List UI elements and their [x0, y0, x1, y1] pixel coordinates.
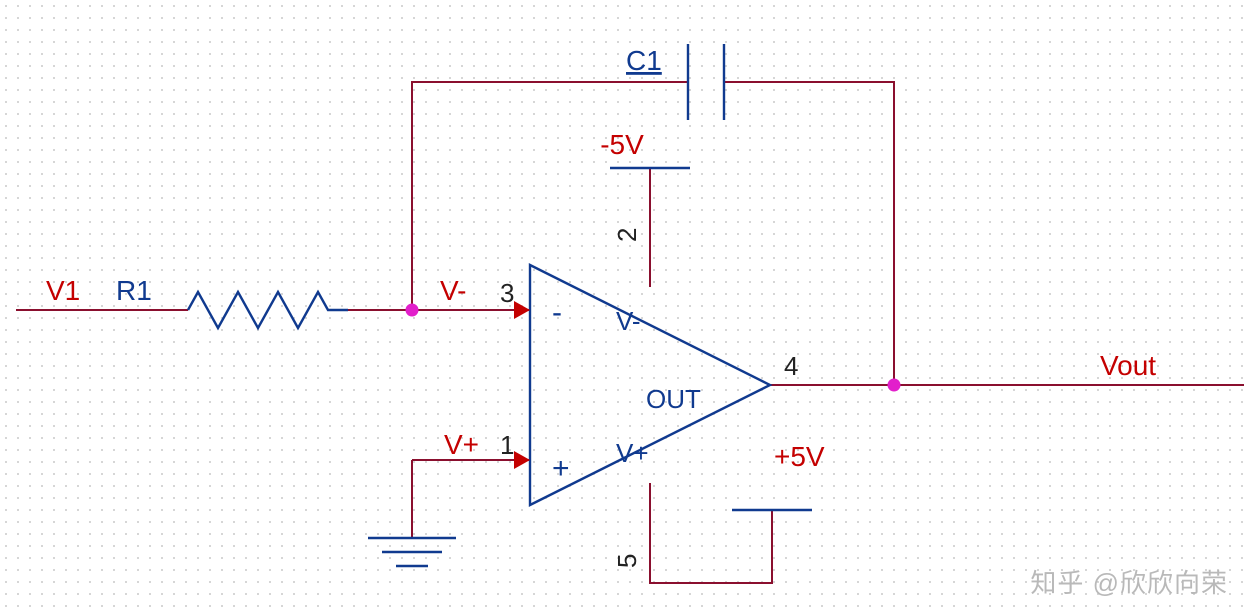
net-label-v1: V1: [46, 275, 80, 306]
opamp-label-out: OUT: [646, 384, 701, 414]
pin-num-5: 5: [612, 554, 642, 568]
net-label-pos5v: +5V: [774, 441, 825, 472]
net-label-vminus: V-: [440, 275, 466, 306]
junction-dot: [888, 379, 901, 392]
refdes-c1: C1: [626, 45, 662, 76]
pin-num-4: 4: [784, 351, 798, 381]
pin-num-2: 2: [612, 228, 642, 242]
refdes-r1: R1: [116, 275, 152, 306]
net-label-vout: Vout: [1100, 350, 1156, 381]
net-label-neg5v: -5V: [600, 129, 644, 160]
pin-arrow-icon: [514, 301, 530, 319]
pin-num-3: 3: [500, 278, 514, 308]
opamp-label-plus: +: [552, 452, 570, 485]
opamp-label-vminus: V-: [616, 306, 641, 336]
pin-arrow-icon: [514, 451, 530, 469]
opamp-label-vplus: V+: [616, 438, 649, 468]
wire: [724, 82, 894, 385]
opamp-label-minus: -: [552, 296, 562, 329]
resistor-r1: [188, 292, 348, 328]
schematic-svg: V1 Vout V- V+ -5V +5V R1 C1 3 1 4 2 5 - + V- V+ OUT: [0, 0, 1246, 614]
net-label-vplus: V+: [444, 429, 479, 460]
pin-num-1: 1: [500, 430, 514, 460]
schematic-canvas: V1VoutV-V+-5V+5VR1C131425-+V-V+OUT 知乎 @欣…: [0, 0, 1246, 614]
junction-dot: [406, 304, 419, 317]
wire: [650, 483, 772, 583]
